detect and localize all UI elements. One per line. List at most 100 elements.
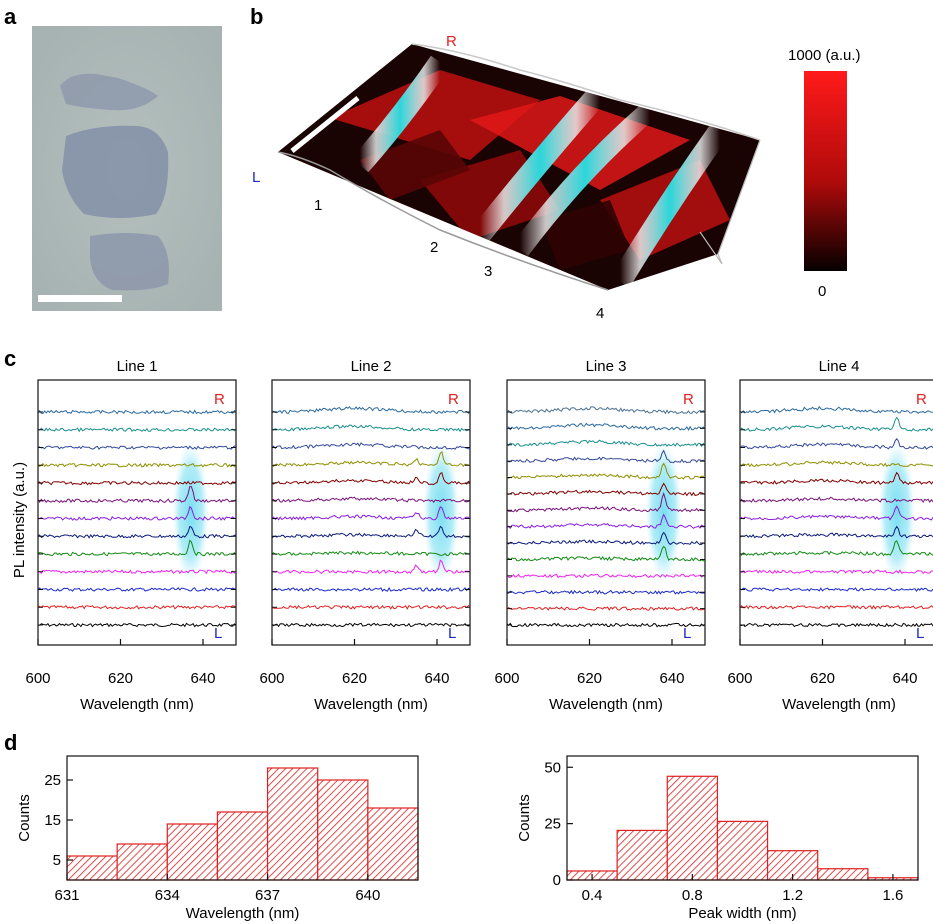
y-tick-label: 15 xyxy=(44,812,61,829)
spectrum-trace xyxy=(739,622,933,628)
scale-bar xyxy=(290,96,360,153)
spectrum-trace xyxy=(37,462,237,468)
spectrum-trace xyxy=(271,496,471,504)
spectrum-trace xyxy=(739,525,933,539)
marker-l: L xyxy=(214,625,222,642)
spectrum-trace xyxy=(271,525,471,539)
colorbar-min-label: 0 xyxy=(818,283,826,300)
spectrum-trace xyxy=(506,606,706,611)
spectrum-trace xyxy=(506,531,706,546)
line-number-4: 4 xyxy=(596,305,604,322)
spectrum-trace xyxy=(271,604,471,610)
x-tick-label: 1.2 xyxy=(782,887,803,904)
x-tick-label: 620 xyxy=(108,670,133,687)
spectrum-trace xyxy=(271,586,471,592)
histogram-1: 631 634 637 640 5 15 25 Wavelength (nm) Counts xyxy=(16,755,419,922)
subplot-title: Line 2 xyxy=(351,358,392,375)
spectrum-trace xyxy=(37,525,237,539)
spectrum-trace xyxy=(739,405,933,414)
histogram-bar xyxy=(716,820,769,881)
y-axis-label: Counts xyxy=(516,794,533,842)
spectrum-trace xyxy=(506,573,706,579)
marker-r: R xyxy=(214,391,225,408)
spectra-subplot-3: Line 3 R L 600 620 640 Wavelength (nm) xyxy=(494,358,706,713)
peak-highlight xyxy=(878,442,915,582)
spectrum-trace xyxy=(506,462,705,480)
spectrum-trace xyxy=(506,422,706,431)
spectrum-trace xyxy=(37,569,237,575)
spectrum-trace xyxy=(37,427,237,433)
spectrum-trace xyxy=(271,406,471,415)
marker-r: R xyxy=(683,391,694,408)
panel-label-d: d xyxy=(4,730,17,755)
spectrum-trace xyxy=(739,505,933,521)
optical-micrograph xyxy=(32,26,222,311)
x-tick-label: 640 xyxy=(659,670,684,687)
panel-label-a: a xyxy=(4,4,17,29)
y-tick-label: 25 xyxy=(44,772,61,789)
y-tick-label: 50 xyxy=(544,759,561,776)
plot-frame xyxy=(271,379,471,646)
histogram-bar xyxy=(666,775,719,881)
x-tick-label: 600 xyxy=(259,670,284,687)
spectrum-trace xyxy=(37,480,237,486)
plot-frame xyxy=(506,379,706,646)
spectrum-trace xyxy=(506,545,706,562)
spectrum-trace xyxy=(271,622,471,628)
x-tick-label: 620 xyxy=(342,670,367,687)
x-tick-label: 620 xyxy=(810,670,835,687)
histogram-2: 0.4 0.8 1.2 1.6 0 25 50 Peak width (nm) Counts xyxy=(516,755,919,922)
colorbar-max-label: 1000 (a.u.) xyxy=(788,47,861,64)
histogram-bar xyxy=(367,807,419,881)
spectrum-trace xyxy=(739,604,933,610)
y-tick-label: 5 xyxy=(53,852,61,869)
subplot-title: Line 3 xyxy=(586,358,627,375)
marker-l: L xyxy=(916,625,924,642)
x-axis-label: Wavelength (nm) xyxy=(782,696,896,713)
marker-r: R xyxy=(448,391,459,408)
x-tick-label: 600 xyxy=(494,670,519,687)
spectrum-trace xyxy=(271,550,471,557)
spectrum-trace xyxy=(37,445,237,450)
x-tick-label: 600 xyxy=(727,670,752,687)
histogram-bar xyxy=(817,868,869,881)
marker-l: L xyxy=(252,169,260,186)
x-tick-label: 634 xyxy=(155,887,180,904)
x-tick-label: 0.4 xyxy=(582,887,603,904)
x-tick-label: 637 xyxy=(255,887,280,904)
x-tick-label: 640 xyxy=(424,670,449,687)
x-tick-label: 640 xyxy=(355,887,380,904)
histogram-bar xyxy=(116,843,168,881)
x-tick-label: 631 xyxy=(54,887,79,904)
spectrum-trace xyxy=(37,604,237,610)
spectrum-trace xyxy=(739,471,933,486)
spectrum-trace xyxy=(37,409,237,415)
y-axis-label: Counts xyxy=(16,794,33,842)
spectrum-trace xyxy=(271,450,471,468)
scale-bar xyxy=(38,295,122,302)
histogram-bar xyxy=(216,811,269,881)
spectrum-trace xyxy=(271,424,471,433)
spectrum-trace xyxy=(506,482,706,497)
spectrum-trace xyxy=(37,506,237,521)
spectrum-trace xyxy=(739,540,933,557)
plot-frame xyxy=(66,755,419,881)
spectrum-trace xyxy=(739,496,933,504)
histogram-bar xyxy=(66,855,118,881)
spectrum-trace xyxy=(506,622,706,628)
spectrum-trace xyxy=(271,559,471,575)
spectra-subplot-4: Line 4 R L 600 620 640 Wavelength (nm) xyxy=(727,358,933,713)
spectrum-trace xyxy=(506,439,706,448)
spectrum-trace xyxy=(506,492,706,513)
histogram-bar xyxy=(166,823,219,881)
x-axis-label: Wavelength (nm) xyxy=(186,905,300,922)
spectrum-trace xyxy=(739,460,933,468)
spectrum-trace xyxy=(37,485,237,504)
marker-l: L xyxy=(448,625,456,642)
spectrum-trace xyxy=(739,587,933,592)
panel-label-c: c xyxy=(4,346,16,371)
x-axis-label: Wavelength (nm) xyxy=(80,696,194,713)
